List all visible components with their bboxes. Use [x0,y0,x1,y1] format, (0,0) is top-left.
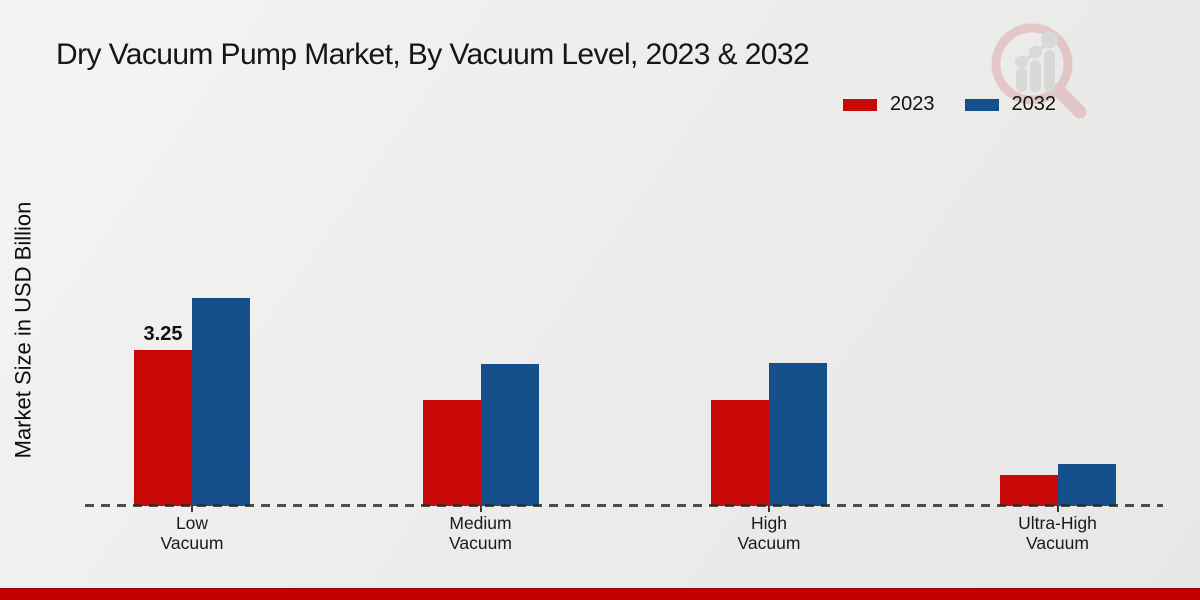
footer-red-strip [0,588,1200,600]
chart-title: Dry Vacuum Pump Market, By Vacuum Level,… [56,38,810,71]
legend-label: 2032 [1011,93,1057,115]
bar-2032-ultra-high-vacuum [1057,464,1116,506]
legend-swatch-2032 [964,98,999,111]
bar-2032-low-vacuum [192,298,250,506]
category-label-medium-vacuum: Medium Vacuum [449,513,512,553]
bar-2032-medium-vacuum [480,364,539,506]
x-axis-tick-low-vacuum [191,506,193,512]
x-axis-baseline [85,504,1163,507]
data-label-2023-low-vacuum: 3.25 [143,323,183,345]
legend-item-2032: 2032 [964,93,1057,116]
bar-2023-ultra-high-vacuum [999,475,1058,506]
x-axis-tick-ultra-high-vacuum [1056,506,1059,512]
legend: 2023 2032 [843,93,1056,116]
legend-swatch-2023 [843,98,877,111]
category-label-low-vacuum: Low Vacuum [160,513,224,553]
x-axis-tick-high-vacuum [768,506,770,512]
bar-2023-medium-vacuum [422,400,481,506]
bar-2032-high-vacuum [769,363,827,506]
x-axis-tick-medium-vacuum [479,506,482,512]
bar-2023-low-vacuum [134,350,192,506]
category-label-ultra-high-vacuum: Ultra-High Vacuum [1018,513,1097,553]
category-label-high-vacuum: High Vacuum [737,513,801,553]
legend-item-2023: 2023 [843,93,935,116]
bar-2023-high-vacuum [711,400,769,506]
legend-label: 2023 [890,93,935,115]
magnifier-bar-chart-watermark-icon [991,23,1087,119]
